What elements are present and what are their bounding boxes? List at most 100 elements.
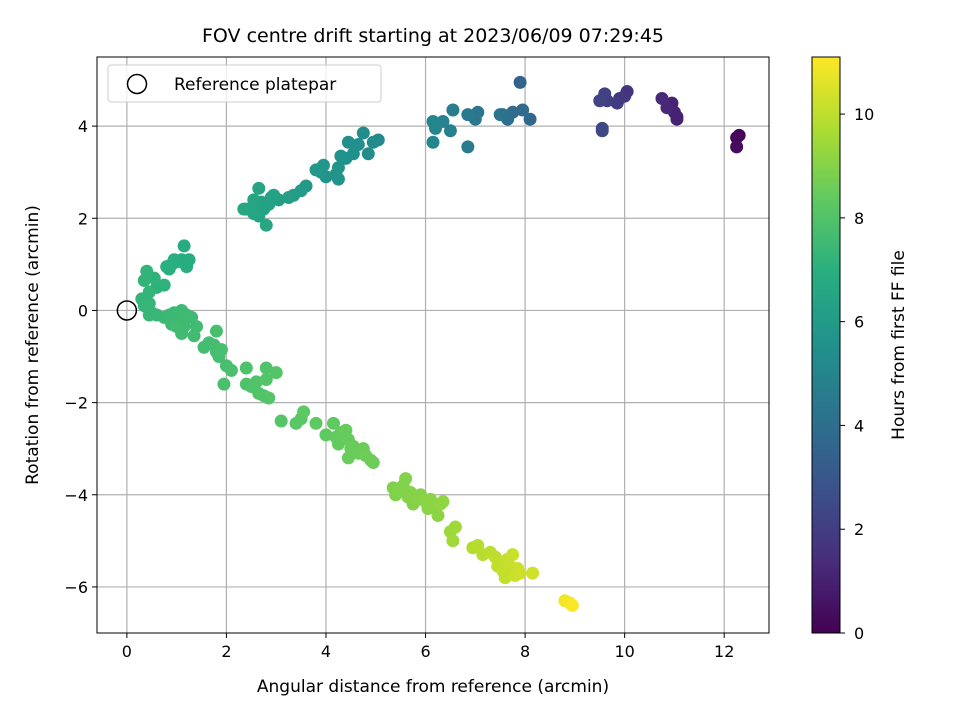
colorbar-tick-label: 6 — [854, 313, 864, 332]
data-point — [214, 343, 228, 357]
data-point — [461, 108, 475, 122]
data-point — [448, 520, 462, 534]
data-point — [341, 135, 355, 149]
data-point — [309, 416, 323, 430]
data-point — [282, 191, 296, 205]
data-point — [436, 495, 450, 509]
data-point — [137, 273, 151, 287]
data-point — [239, 361, 253, 375]
colorbar-label: Hours from first FF file — [889, 250, 909, 440]
data-point — [247, 193, 261, 207]
data-point — [356, 126, 370, 140]
data-point — [170, 320, 184, 334]
data-point — [319, 428, 333, 442]
data-point — [366, 456, 380, 470]
data-point — [610, 96, 624, 110]
y-tick-label: −4 — [64, 486, 88, 505]
data-point — [259, 218, 273, 232]
y-tick-label: 4 — [78, 117, 88, 136]
data-point — [259, 361, 273, 375]
colorbar-ticks: 0 2 4 6 8 10 — [840, 105, 874, 643]
colorbar-tick-label: 10 — [854, 105, 874, 124]
x-tick-label: 0 — [122, 642, 132, 661]
y-tick-label: −6 — [64, 578, 88, 597]
colorbar-gradient — [811, 56, 841, 634]
data-point — [237, 202, 251, 216]
data-point — [309, 163, 323, 177]
data-point — [297, 405, 311, 419]
data-point — [431, 508, 445, 522]
data-points — [135, 75, 746, 612]
y-tick-label: −2 — [64, 394, 88, 413]
x-tick-label: 10 — [614, 642, 634, 661]
data-point — [730, 131, 744, 145]
data-point — [267, 188, 281, 202]
x-tick-label: 12 — [714, 642, 734, 661]
x-tick-label: 8 — [520, 642, 530, 661]
x-tick-label: 2 — [221, 642, 231, 661]
data-point — [593, 94, 607, 108]
legend-marker — [126, 73, 148, 95]
y-tick-label: 0 — [78, 301, 88, 320]
data-point — [341, 451, 355, 465]
data-point — [331, 437, 345, 451]
x-axis-ticks: 0 2 4 6 8 10 12 — [122, 633, 734, 661]
data-point — [526, 566, 540, 580]
data-point — [177, 239, 191, 253]
reference-platepar-marker — [116, 300, 138, 321]
colorbar: 0 2 4 6 8 10 Hours from first FF file — [811, 56, 909, 643]
chart-title: FOV centre drift starting at 2023/06/09 … — [202, 25, 664, 47]
data-point — [523, 112, 537, 126]
data-point — [516, 103, 530, 117]
data-point — [498, 571, 512, 585]
data-point — [334, 149, 348, 163]
x-tick-label: 6 — [420, 642, 430, 661]
legend-box — [107, 64, 382, 103]
legend-label: Reference platepar — [174, 75, 336, 95]
data-point — [446, 103, 460, 117]
colorbar-tick-label: 4 — [854, 416, 864, 435]
data-point — [361, 147, 375, 161]
x-tick-label: 4 — [321, 642, 331, 661]
data-point — [446, 534, 460, 548]
data-point — [249, 375, 263, 389]
data-point — [655, 91, 669, 105]
data-point — [670, 112, 684, 126]
data-point — [262, 391, 276, 405]
data-point — [326, 416, 340, 430]
y-axis-ticks: −6 −4 −2 0 2 4 — [64, 117, 97, 597]
data-point — [331, 172, 345, 186]
colorbar-tick-label: 2 — [854, 520, 864, 539]
data-point — [190, 320, 204, 334]
x-gridlines — [126, 57, 725, 633]
data-point — [160, 260, 174, 274]
data-point — [366, 135, 380, 149]
data-point — [595, 124, 609, 138]
data-point — [443, 124, 457, 138]
data-point — [269, 366, 283, 380]
data-point — [274, 414, 288, 428]
data-point — [506, 548, 520, 562]
data-point — [224, 363, 238, 377]
x-axis-label: Angular distance from reference (arcmin) — [257, 677, 609, 697]
plot-frame — [96, 56, 770, 634]
data-point — [217, 377, 231, 391]
data-point — [565, 598, 579, 612]
data-point — [493, 108, 507, 122]
data-point — [513, 75, 527, 89]
colorbar-tick-label: 0 — [854, 624, 864, 643]
data-point — [399, 472, 413, 486]
data-point — [513, 566, 527, 580]
y-axis-label: Rotation from reference (arcmin) — [23, 205, 43, 485]
data-point — [426, 115, 440, 129]
data-point — [730, 140, 744, 154]
y-tick-label: 2 — [78, 209, 88, 228]
legend: Reference platepar — [107, 64, 382, 103]
data-point — [209, 324, 223, 338]
data-point — [426, 135, 440, 149]
data-point — [259, 373, 273, 387]
data-point — [461, 140, 475, 154]
colorbar-tick-label: 8 — [854, 209, 864, 228]
data-point — [252, 181, 266, 195]
